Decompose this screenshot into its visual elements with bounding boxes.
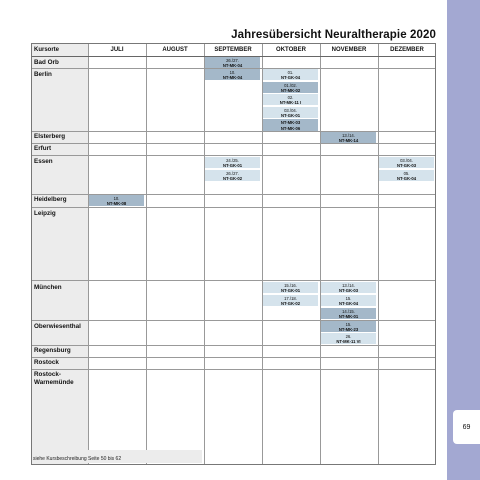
course-entry: 24./25. NT-GK-01 xyxy=(205,157,260,168)
header-august: AUGUST xyxy=(162,47,188,53)
header-november: NOVEMBER xyxy=(331,47,367,53)
page-number: 69 xyxy=(453,410,480,444)
course-entry: 03./04. NT-GK-01 xyxy=(263,107,318,118)
row-leipzig: Leipzig xyxy=(34,210,56,217)
course-entry: NT-MK-03 xyxy=(263,119,318,125)
location-column xyxy=(32,44,89,464)
row-muenchen: München xyxy=(34,284,62,291)
row-rostock-warnemuende: Rostock- Warnemünde xyxy=(34,371,74,386)
course-table: Kursorte JULI AUGUST SEPTEMBER OKTOBER N… xyxy=(31,43,436,465)
course-entry: 15. NT-MK-23 xyxy=(321,321,376,332)
course-entry: 26. NT-MK-11 VI xyxy=(321,333,376,344)
course-entry: 10. NT-MK-08 xyxy=(89,195,144,206)
course-entry: 03./04. NT-GK-03 xyxy=(379,157,434,168)
header-september: SEPTEMBER xyxy=(214,47,252,53)
header-dezember: DEZEMBER xyxy=(390,47,424,53)
row-oberwiesenthal: Oberwiesenthal xyxy=(34,323,81,330)
course-entry: 17./18. NT-GK-02 xyxy=(263,295,318,306)
course-entry: 01. NT-GK-04 xyxy=(263,69,318,80)
course-entry: 10. NT-MK-04 xyxy=(205,69,260,80)
row-erfurt: Erfurt xyxy=(34,145,52,152)
course-entry: 02. NT-MK-11 I xyxy=(263,94,318,105)
course-entry: 13./14. NT-GK-03 xyxy=(321,282,376,293)
header-oktober: OKTOBER xyxy=(276,47,306,53)
course-entry: 15./16. NT-GK-01 xyxy=(263,282,318,293)
header-juli: JULI xyxy=(110,47,124,53)
row-elsterberg: Elsterberg xyxy=(34,133,66,140)
course-entry: 01./02. NT-MK-02 xyxy=(263,82,318,93)
row-essen: Essen xyxy=(34,158,53,165)
course-entry: 26./27. NT-MK-04 xyxy=(205,57,260,68)
footnote-background xyxy=(32,450,202,463)
row-bad-orb: Bad Orb xyxy=(34,59,59,66)
page-title: Jahresübersicht Neuraltherapie 2020 xyxy=(231,29,436,41)
course-entry: 14./15. NT-MK-01 xyxy=(321,308,376,319)
course-entry: 26./27. NT-GK-02 xyxy=(205,170,260,181)
row-berlin: Berlin xyxy=(34,71,52,78)
course-entry: NT-MK-06 xyxy=(263,125,318,131)
row-heidelberg: Heidelberg xyxy=(34,196,67,203)
course-entry: 15. NT-GK-04 xyxy=(321,295,376,306)
side-color-band xyxy=(447,0,480,480)
footnote: siehe Kursbeschreibung Seite 50 bis 62 xyxy=(33,456,122,462)
row-rostock: Rostock xyxy=(34,359,59,366)
row-regensburg: Regensburg xyxy=(34,347,71,354)
course-entry: 05. NT-GK-04 xyxy=(379,170,434,181)
header-kursorte: Kursorte xyxy=(34,47,60,53)
course-entry: 13./14. NT-MK-14 xyxy=(321,132,376,143)
